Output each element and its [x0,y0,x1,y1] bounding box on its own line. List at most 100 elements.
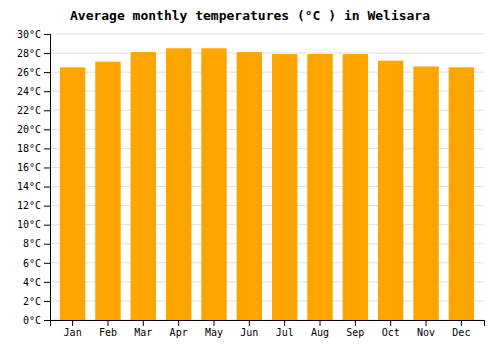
bar [449,67,474,320]
tick-label: Apr [170,327,188,338]
bar [166,48,191,320]
tick-label: Mar [134,327,152,338]
x-axis: Jan Feb Mar Apr May Jun Jul Aug Sep Oct Nov Dec [51,320,485,338]
tick-mark [107,320,108,326]
tick-mark [44,301,50,302]
tick-mark [213,320,214,326]
bar [60,67,85,320]
tick-label: Dec [452,327,470,338]
tick-mark [390,320,391,326]
tick-label: 0°C [23,315,41,326]
grid [50,34,484,320]
tick-label: 12°C [17,200,41,211]
bar [307,54,332,320]
x-tick: Sep [346,320,364,338]
axis-line [44,35,51,321]
bar [378,61,403,320]
x-tick: Jun [240,320,258,338]
tick-mark [284,320,285,326]
tick-label: 20°C [17,124,41,135]
tick-label: Aug [311,327,329,338]
tick-label: 2°C [23,296,41,307]
y-tick: 4°C [23,277,50,288]
y-tick: 14°C [17,181,50,192]
tick-label: 18°C [17,143,41,154]
tick-label: Sep [346,327,364,338]
grid-line [50,53,484,54]
grid-line [50,34,484,35]
tick-mark [72,320,73,326]
bars [60,48,474,320]
tick-mark [44,91,50,92]
y-tick: 2°C [23,296,50,307]
bar [413,66,438,320]
x-tick: Aug [311,320,329,338]
tick-mark [355,320,356,326]
y-tick: 16°C [17,162,50,173]
tick-label: Jul [276,327,294,338]
tick-label: 4°C [23,277,41,288]
tick-mark [44,187,50,188]
x-tick: Mar [134,320,152,338]
tick-mark [44,244,50,245]
tick-mark [461,320,462,326]
x-tick: Dec [452,320,470,338]
tick-mark [44,110,50,111]
x-tick: Feb [99,320,117,338]
tick-mark [44,148,50,149]
x-tick: Jan [64,320,82,338]
bar [272,54,297,320]
y-tick: 30°C [17,29,50,40]
y-tick: 18°C [17,143,50,154]
tick-label: May [205,327,223,338]
bar [95,62,120,320]
tick-label: Oct [382,327,400,338]
bar [237,52,262,320]
title: Average monthly temperatures (°C ) in We… [70,8,430,23]
y-tick: 28°C [17,48,50,59]
tick-mark [426,320,427,326]
tick-mark [44,206,50,207]
tick-label: 26°C [17,67,41,78]
tick-mark [249,320,250,326]
x-tick: Oct [382,320,400,338]
tick-mark [320,320,321,326]
bar [343,54,368,320]
tick-label: Feb [99,327,117,338]
tick-label: Jan [64,327,82,338]
tick-label: 28°C [17,48,41,59]
plot: 0°C2°C4°C6°C8°C10°C12°C14°C16°C18°C20°C2… [17,29,485,338]
x-tick: Apr [170,320,188,338]
y-tick: 26°C [17,67,50,78]
bar [131,52,156,320]
tick-label: 10°C [17,219,41,230]
tick-mark [44,167,50,168]
tick-mark [44,72,50,73]
x-tick: May [205,320,223,338]
y-tick: 10°C [17,219,50,230]
tick-label: 14°C [17,181,41,192]
tick-label: 22°C [17,105,41,116]
y-tick: 0°C [23,315,50,326]
tick-label: 16°C [17,162,41,173]
tick-mark [44,225,50,226]
tick-mark [44,263,50,264]
tick-label: 24°C [17,86,41,97]
tick-mark [44,53,50,54]
y-tick: 24°C [17,86,50,97]
y-tick: 12°C [17,200,50,211]
chart: Average monthly temperatures (°C ) in We… [0,0,500,350]
x-tick: Jul [276,320,294,338]
y-tick: 20°C [17,124,50,135]
y-axis: 0°C2°C4°C6°C8°C10°C12°C14°C16°C18°C20°C2… [17,29,51,326]
bar [201,48,226,320]
tick-mark [44,34,50,35]
tick-label: 6°C [23,258,41,269]
axis-line [51,321,485,327]
y-tick: 6°C [23,258,50,269]
tick-label: Nov [417,327,435,338]
tick-mark [178,320,179,326]
tick-mark [143,320,144,326]
tick-label: Jun [240,327,258,338]
tick-mark [44,129,50,130]
